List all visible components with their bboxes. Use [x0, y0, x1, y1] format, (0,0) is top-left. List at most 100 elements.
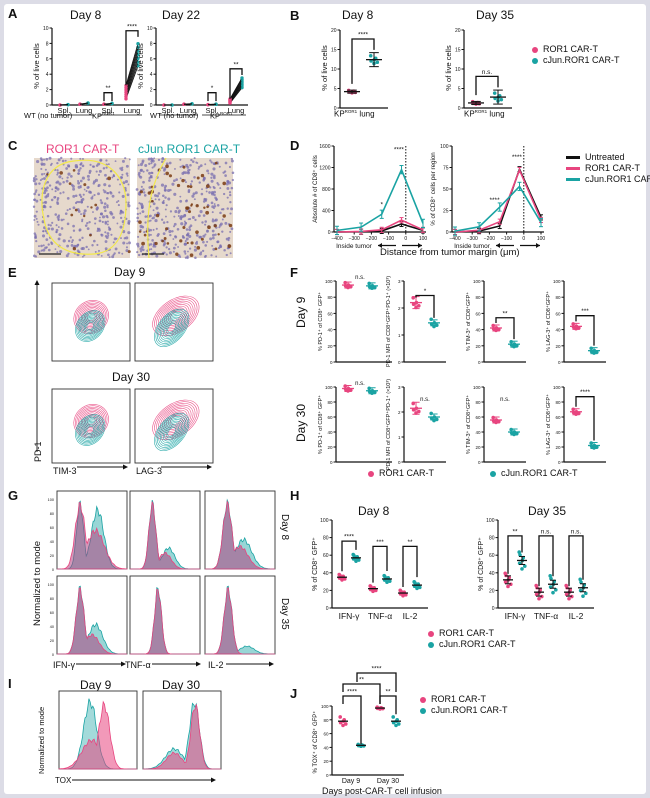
y-tick-label: 40: [323, 745, 329, 750]
nucleus: [40, 162, 44, 166]
nucleus: [111, 194, 115, 198]
nucleus: [98, 219, 102, 223]
nucleus: [185, 199, 188, 202]
nucleus: [117, 251, 121, 254]
contour-cjun: [164, 319, 179, 336]
y-tick-label: 20: [455, 28, 461, 34]
nucleus: [140, 204, 144, 208]
nucleus: [172, 225, 176, 228]
y-tick-label: 3: [398, 279, 401, 284]
nucleus: [204, 233, 207, 236]
nucleus: [48, 156, 52, 160]
nucleus: [213, 186, 216, 190]
nucleus: [125, 217, 128, 221]
panel-letter-c: C: [8, 138, 18, 153]
nucleus: [40, 167, 43, 170]
y-tick-label: 0: [330, 360, 333, 365]
contour-cjun: [167, 427, 177, 437]
nucleus: [141, 210, 145, 214]
nucleus: [92, 211, 94, 213]
nucleus: [186, 171, 190, 175]
nucleus: [51, 188, 54, 191]
nucleus: [215, 198, 218, 201]
legend-label: Untreated: [585, 152, 625, 162]
x-tick-label: 100: [537, 236, 546, 242]
y-tick-label: 5: [334, 87, 337, 93]
nucleus: [175, 178, 178, 181]
panel-letter-i: I: [8, 676, 12, 691]
nucleus: [107, 234, 110, 237]
nucleus: [229, 212, 232, 215]
y-tick-label: 100: [553, 385, 561, 390]
nucleus: [65, 254, 69, 258]
paired-line: [79, 102, 89, 105]
data-point-cjun: [352, 553, 356, 558]
data-point-cjun: [551, 590, 555, 595]
histogram-ror1: [130, 588, 200, 655]
cd8-stain: [155, 213, 160, 218]
nucleus: [50, 162, 53, 165]
nucleus: [229, 193, 232, 197]
nucleus: [54, 196, 57, 198]
nucleus: [164, 189, 167, 192]
nucleus: [194, 256, 197, 260]
legend-item-ror1: ROR1 CAR-T: [428, 628, 516, 639]
nucleus: [213, 207, 215, 210]
nucleus: [119, 225, 123, 229]
nucleus: [165, 162, 169, 166]
nucleus: [164, 184, 168, 188]
nucleus: [78, 193, 82, 197]
cd8-stain: [182, 165, 186, 169]
contour-ror1: [83, 309, 99, 325]
nucleus: [62, 239, 66, 243]
nucleus: [94, 250, 97, 253]
nucleus: [50, 227, 54, 231]
legend-item-cjun: cJun.ROR1 CAR-T: [566, 174, 650, 185]
nucleus: [109, 191, 113, 195]
nucleus: [219, 245, 223, 248]
nucleus: [91, 195, 94, 198]
nucleus: [190, 180, 193, 183]
nucleus: [37, 193, 41, 197]
nucleus: [180, 222, 184, 226]
legend-label: ROR1 CAR-T: [439, 628, 495, 638]
ror1-swatch: [532, 46, 538, 53]
nucleus: [148, 171, 151, 175]
nucleus: [56, 169, 59, 172]
data-point-ror1: [341, 723, 345, 728]
nucleus: [181, 172, 185, 175]
nucleus: [89, 163, 92, 166]
nucleus: [97, 192, 100, 196]
y-tick-label: 50: [443, 187, 449, 193]
y-axis-label: % LAG-3⁺ of CD8⁺GFP⁺: [545, 291, 552, 352]
nucleus: [160, 183, 165, 187]
data-point-cjun: [375, 60, 380, 65]
contour-cjun: [85, 320, 96, 332]
nucleus: [73, 244, 77, 248]
nucleus: [154, 198, 157, 201]
x-tick-label: Spl.: [162, 106, 175, 115]
legend-item-ror1: ROR1 CAR-T: [420, 694, 508, 705]
x-tick-label: IL-2: [569, 611, 584, 621]
significance-label: n.s.: [500, 397, 510, 403]
nucleus: [136, 207, 139, 210]
nucleus: [116, 178, 119, 181]
contour-cjun: [85, 424, 96, 436]
kp-label: KP: [210, 111, 221, 121]
nucleus: [35, 240, 38, 243]
nucleus: [97, 249, 101, 252]
nucleus: [119, 216, 123, 220]
nucleus: [185, 181, 187, 184]
y-tick-label: 15: [455, 48, 461, 54]
nucleus: [188, 247, 192, 250]
cd8-stain: [165, 227, 169, 231]
y-tick-label: 100: [321, 704, 329, 709]
cd8-stain: [200, 173, 205, 178]
nucleus: [114, 160, 117, 163]
nucleus: [211, 219, 215, 223]
nucleus: [46, 186, 49, 190]
nucleus: [136, 216, 139, 220]
nucleus: [43, 191, 47, 195]
ror1-swatch: [428, 630, 434, 637]
nucleus: [42, 248, 46, 252]
